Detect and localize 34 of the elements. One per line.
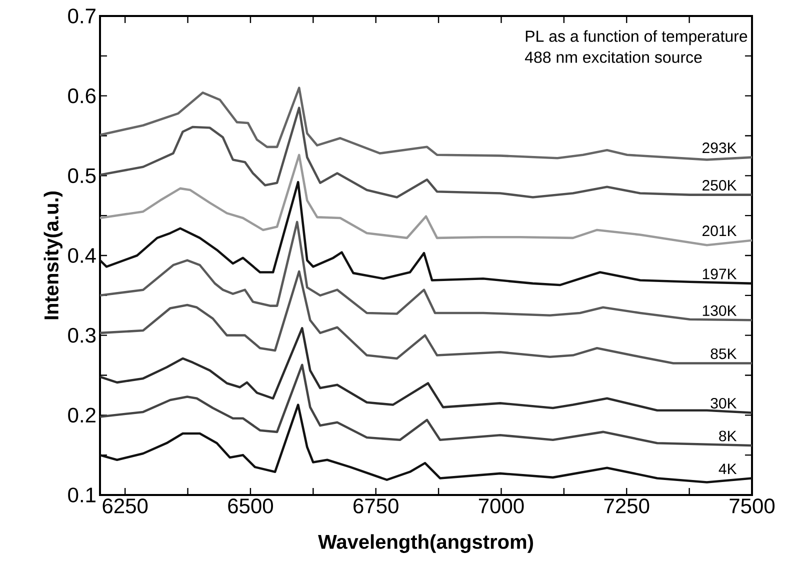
series-label: 201K — [702, 226, 737, 236]
annotation: 488 nm excitation source — [524, 51, 702, 63]
series-label: 30K — [710, 398, 737, 409]
line-series — [100, 106, 752, 198]
x-tick-label: 7500 — [730, 498, 775, 514]
x-tick-label: 7000 — [478, 498, 524, 514]
series-label: 85K — [710, 348, 737, 360]
y-tick-label: 0.5 — [68, 168, 96, 184]
y-tick-label: 0.1 — [68, 488, 96, 502]
series-label: 130K — [702, 305, 737, 316]
series-label: 4K — [718, 464, 737, 474]
x-axis-title: Wavelength(angstrom) — [318, 534, 533, 553]
y-axis-title: Intensity(a.u.) — [44, 191, 62, 320]
series-label: 293K — [702, 142, 737, 154]
line-series — [100, 270, 752, 364]
y-tick-label: 0.3 — [68, 328, 96, 343]
x-tick-label: 6750 — [354, 498, 398, 514]
line-series — [100, 364, 752, 447]
x-tick-label: 7250 — [604, 498, 650, 514]
annotation: PL as a function of temperature — [526, 30, 748, 46]
y-tick-label: 0.7 — [68, 8, 96, 24]
y-tick-label: 0.4 — [68, 248, 96, 263]
line-series — [100, 327, 752, 414]
x-tick-label: 6500 — [228, 498, 273, 514]
line-series — [100, 154, 752, 246]
series-label: 197K — [702, 268, 737, 280]
y-tick-label: 0.6 — [68, 88, 96, 104]
line-series — [100, 220, 752, 322]
line-series — [100, 180, 752, 286]
line-series — [100, 86, 752, 161]
series-label: 8K — [719, 430, 737, 442]
x-tick-label: 6250 — [102, 498, 148, 514]
y-tick-label: 0.2 — [68, 408, 96, 423]
series-label: 250K — [702, 180, 737, 191]
